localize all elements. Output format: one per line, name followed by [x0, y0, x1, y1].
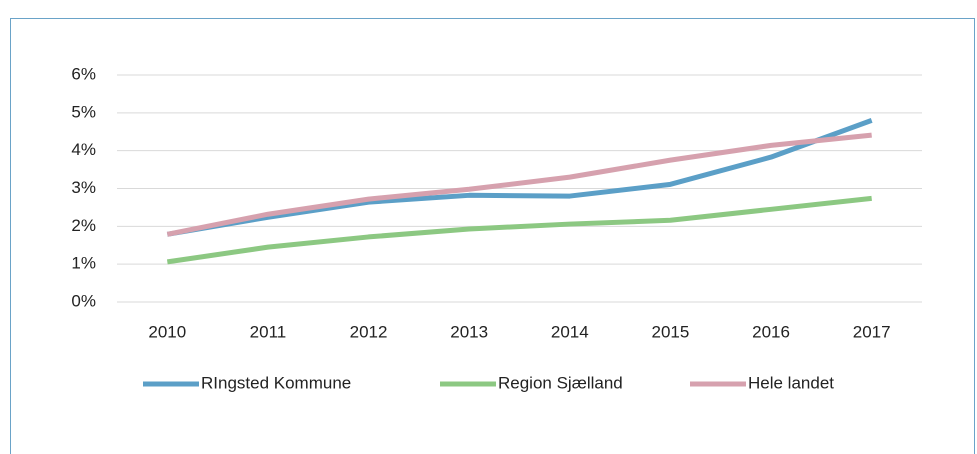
y-tick-label: 0% — [71, 291, 96, 310]
series-line — [166, 132, 872, 237]
y-tick-label: 4% — [71, 140, 96, 159]
series-line — [166, 195, 872, 265]
x-tick-label: 2012 — [350, 322, 388, 341]
legend-label: Region Sjælland — [498, 373, 623, 392]
y-tick-label: 3% — [71, 178, 96, 197]
x-tick-label: 2011 — [250, 322, 287, 341]
legend-label: Hele landet — [748, 373, 834, 392]
x-tick-label: 2017 — [853, 322, 891, 341]
x-tick-label: 2014 — [551, 322, 589, 341]
x-tick-label: 2015 — [652, 322, 690, 341]
series-line — [166, 118, 873, 237]
y-tick-label: 6% — [71, 64, 96, 83]
x-tick-label: 2013 — [450, 322, 488, 341]
legend-label: RIngsted Kommune — [201, 373, 351, 392]
y-tick-label: 1% — [71, 254, 96, 273]
y-tick-label: 5% — [71, 102, 96, 121]
x-tick-label: 2010 — [148, 322, 186, 341]
chart-frame — [10, 18, 975, 454]
y-tick-label: 2% — [71, 216, 96, 235]
x-tick-label: 2016 — [752, 322, 790, 341]
